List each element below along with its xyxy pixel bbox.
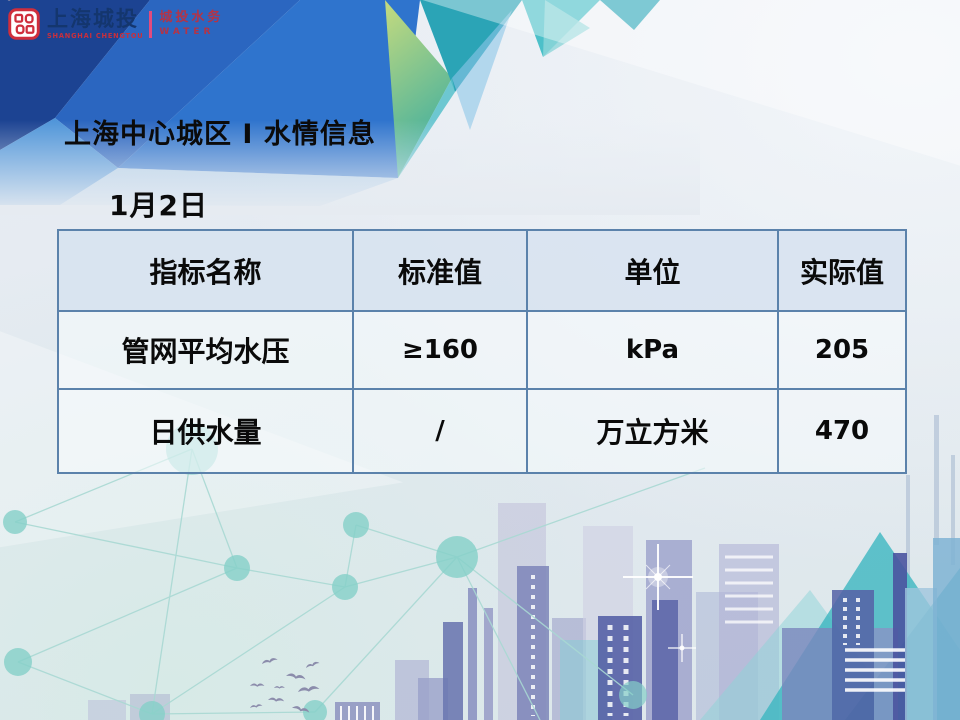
cell-actual: 205 [777,310,907,390]
cell-unit: 万立方米 [526,388,779,474]
header-unit: 单位 [526,229,779,312]
cell-indicator: 日供水量 [57,388,354,474]
division-name-cn: 城投水务 [159,9,224,25]
city-skyline-graphic [88,503,779,720]
brand-name-cn: 上海城投 [47,6,139,31]
table-row: 日供水量 / 万立方米 470 [57,388,907,474]
antenna-towers [906,415,955,595]
teal-mountains [700,532,960,720]
brand-names: 上海城投 SHANGHAI CHENGTOU [47,6,144,40]
brand-name-en: SHANGHAI CHENGTOU [47,31,144,40]
header-standard-value: 标准值 [352,229,528,312]
window-dots [531,575,860,716]
cell-indicator: 管网平均水压 [57,310,354,390]
cell-actual: 470 [777,388,907,474]
water-info-table: 指标名称 标准值 单位 实际值 管网平均水压 ≥160 kPa 205 日供水量… [57,229,907,474]
brand-divider [149,10,153,38]
page-title: 上海中心城区 Ⅰ 水情信息 [64,119,376,150]
brand-logo: 上海城投 SHANGHAI CHENGTOU 城投水务 WATER [8,8,223,40]
table-header-row: 指标名称 标准值 单位 实际值 [57,229,907,312]
cell-standard: / [352,388,528,474]
date-label: 1月2日 [109,189,208,222]
cell-standard: ≥160 [352,310,528,390]
cell-unit: kPa [526,310,779,390]
header-actual-value: 实际值 [777,229,907,312]
table-row: 管网平均水压 ≥160 kPa 205 [57,310,907,390]
header-indicator-name: 指标名称 [57,229,354,312]
starburst-icon [623,544,696,662]
city-skyline-right [782,538,960,720]
shanghai-chengtou-logo-icon [8,8,40,40]
division-names: 城投水务 WATER [159,9,224,38]
division-name-en: WATER [159,27,215,38]
